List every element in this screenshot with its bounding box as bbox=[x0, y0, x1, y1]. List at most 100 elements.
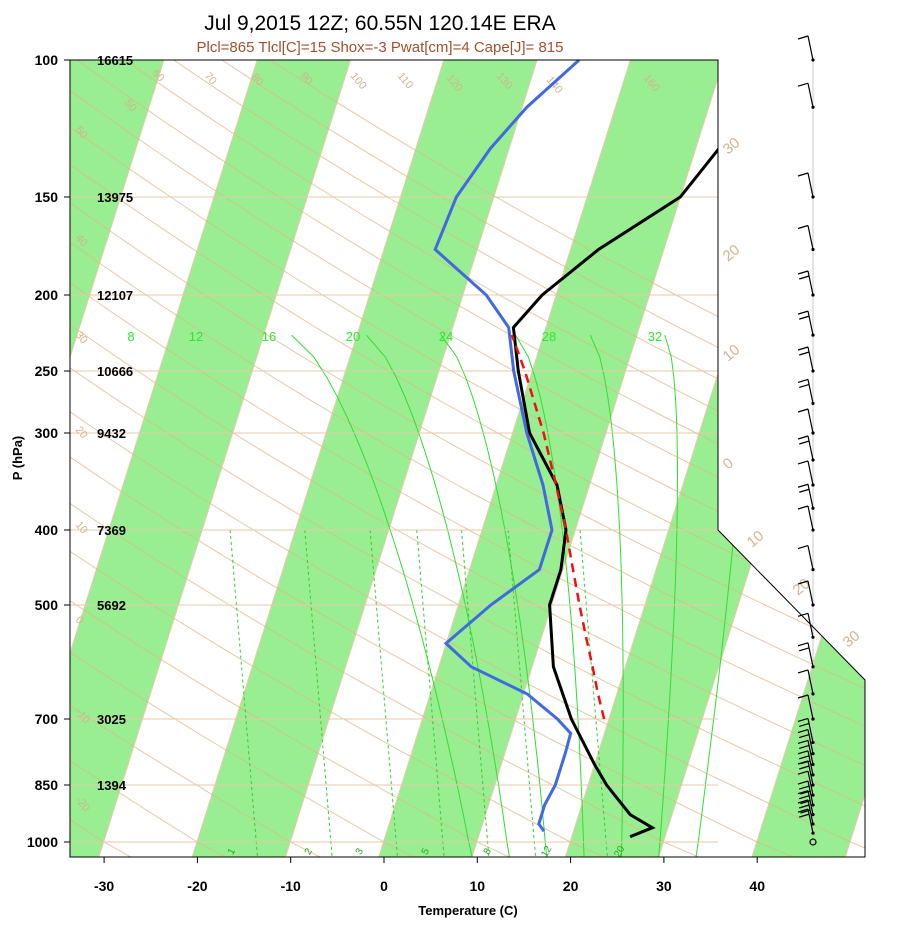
wind-barb-dot bbox=[811, 105, 815, 109]
dewpoint-profile-line bbox=[433, 60, 581, 833]
height-label: 5692 bbox=[97, 598, 126, 613]
height-label: 9432 bbox=[97, 426, 126, 441]
isotherm-line bbox=[191, 60, 445, 857]
wind-barb-staff bbox=[807, 729, 814, 754]
wind-barb-flag bbox=[797, 505, 809, 510]
wind-barb-staff bbox=[807, 694, 814, 720]
moist-adiabat-line bbox=[658, 334, 678, 857]
wind-barb-staff bbox=[807, 435, 814, 461]
dry-adiabat-label: 110 bbox=[395, 70, 415, 91]
dry-adiabat-line bbox=[70, 60, 510, 857]
wind-barb-staff bbox=[807, 642, 814, 667]
mixing-ratio-label: 8 bbox=[482, 846, 495, 857]
wind-barb-flag bbox=[799, 813, 810, 818]
isotherm-band bbox=[70, 60, 164, 857]
wind-barb-flag bbox=[797, 808, 809, 813]
mixing-ratio-label: 12 bbox=[539, 844, 554, 860]
wind-barb-dot bbox=[811, 483, 815, 487]
height-label: 16615 bbox=[97, 53, 133, 68]
mixing-ratio-line bbox=[461, 529, 490, 857]
height-label: 12107 bbox=[97, 288, 133, 303]
wind-barb-dot bbox=[811, 293, 815, 297]
pressure-tick-label: 400 bbox=[35, 522, 59, 538]
wind-barb-flag bbox=[797, 580, 809, 585]
moist-adiabat-label: 16 bbox=[262, 329, 276, 344]
temperature-tick-label: 10 bbox=[470, 878, 486, 894]
dry-adiabat-line bbox=[70, 60, 865, 857]
wind-barb-staff bbox=[807, 580, 814, 606]
dry-adiabat-line bbox=[70, 60, 865, 857]
dry-adiabat-line bbox=[70, 60, 865, 857]
dry-adiabat-line bbox=[70, 60, 865, 857]
wind-barb-dot bbox=[811, 793, 815, 797]
wind-barb-flag bbox=[797, 612, 809, 617]
wind-barb-staff bbox=[807, 613, 814, 638]
height-label: 1394 bbox=[97, 778, 127, 793]
wind-barb-staff bbox=[807, 310, 814, 336]
x-axis-label: Temperature (C) bbox=[418, 903, 517, 918]
dry-adiabat-line bbox=[70, 60, 865, 857]
dry-adiabat-label: 70 bbox=[202, 70, 219, 87]
wind-barb-dot bbox=[811, 773, 815, 777]
moist-adiabat-label: 28 bbox=[542, 329, 556, 344]
pressure-tick-label: 1000 bbox=[27, 834, 58, 850]
pressure-tick-label: 700 bbox=[35, 711, 59, 727]
moist-adiabat-label: 32 bbox=[648, 329, 662, 344]
wind-barb-flag bbox=[797, 545, 809, 550]
mixing-ratio-label: 2 bbox=[303, 846, 316, 857]
wind-barb-flag bbox=[797, 82, 809, 87]
moist-adiabat-line bbox=[589, 334, 624, 857]
wind-barb-dot bbox=[811, 762, 815, 766]
wind-barb-column bbox=[797, 35, 817, 846]
height-label: 10666 bbox=[97, 364, 133, 379]
mixing-ratio-label: 1 bbox=[226, 846, 239, 857]
chart-title: Jul 9,2015 12Z; 60.55N 120.14E ERA bbox=[204, 12, 555, 35]
wind-barb-staff bbox=[807, 760, 814, 786]
dry-adiabat-line bbox=[70, 60, 699, 857]
dry-adiabat-line bbox=[70, 60, 794, 857]
wind-barb-flag bbox=[799, 785, 810, 790]
wind-barb-flag bbox=[797, 435, 809, 440]
wind-barb-flag bbox=[799, 795, 810, 800]
pressure-tick-label: 850 bbox=[35, 777, 59, 793]
temperature-tick-label: 30 bbox=[656, 878, 672, 894]
wind-barb-flag bbox=[797, 799, 809, 804]
wind-barb-dot bbox=[811, 369, 815, 373]
dry-adiabat-line bbox=[70, 60, 605, 857]
wind-barb-flag bbox=[799, 383, 810, 388]
dry-adiabat-line bbox=[70, 60, 865, 857]
wind-barb-flag bbox=[797, 729, 809, 734]
pressure-tick-label: 300 bbox=[35, 425, 59, 441]
mixing-ratio-line bbox=[579, 529, 608, 857]
moist-adiabat-label: 8 bbox=[127, 329, 134, 344]
wind-barb-staff bbox=[807, 35, 814, 61]
wind-barb-flag bbox=[799, 755, 810, 760]
wind-barb-staff bbox=[807, 740, 814, 765]
isotherm-line bbox=[285, 60, 538, 857]
wind-barb-dot bbox=[811, 692, 815, 696]
wind-barb-staff bbox=[807, 545, 814, 570]
wind-barb-staff bbox=[807, 750, 814, 775]
wind-barb-flag bbox=[797, 378, 809, 383]
dry-adiabat-line bbox=[70, 60, 865, 857]
plot-frame bbox=[69, 59, 866, 858]
wind-barb-flag bbox=[797, 346, 809, 351]
wind-barb-flag bbox=[797, 460, 809, 465]
wind-barb-flag bbox=[799, 351, 810, 356]
wind-barb-dot bbox=[811, 528, 815, 532]
wind-barb-dot bbox=[811, 401, 815, 406]
mixing-ratio-label: 20 bbox=[612, 844, 627, 860]
wind-barb-dot bbox=[811, 506, 815, 510]
isotherm-line bbox=[70, 60, 258, 857]
wind-barb-flag bbox=[799, 765, 810, 770]
wind-barb-flag bbox=[797, 739, 809, 744]
isotherm-bands bbox=[70, 60, 865, 857]
wind-barb-staff bbox=[807, 790, 814, 815]
isotherm-label-right: 30 bbox=[840, 627, 864, 651]
dry-adiabat-line bbox=[125, 60, 865, 857]
wind-barb-staff bbox=[807, 83, 814, 108]
wind-barb-staff bbox=[807, 771, 814, 796]
isotherm-line bbox=[98, 60, 351, 857]
wind-barb-flag bbox=[797, 642, 809, 647]
